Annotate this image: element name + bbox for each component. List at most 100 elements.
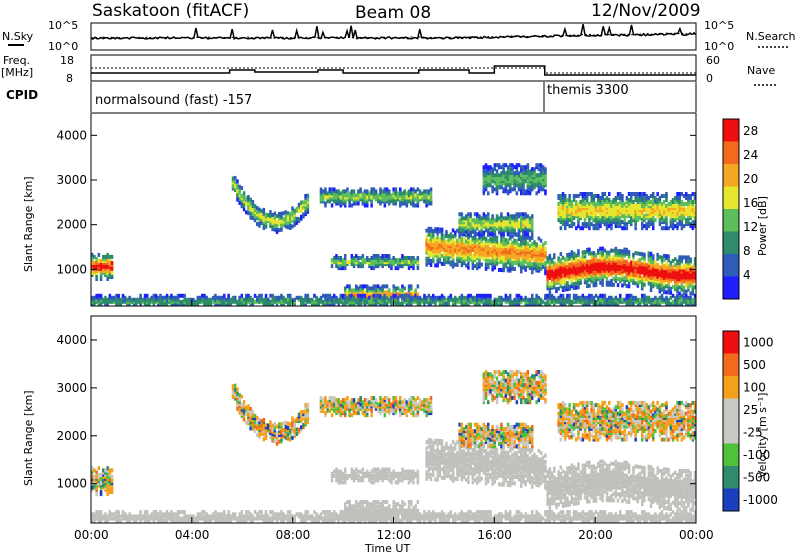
power-cell bbox=[485, 214, 488, 218]
power-cell bbox=[518, 298, 521, 302]
power-cell bbox=[458, 253, 461, 257]
power-cell bbox=[632, 192, 635, 196]
power-cell bbox=[342, 294, 345, 298]
power-cell bbox=[326, 191, 329, 195]
power-cell bbox=[538, 300, 541, 304]
power-cell bbox=[518, 294, 521, 298]
power-cell bbox=[298, 217, 301, 221]
power-cell bbox=[280, 294, 283, 298]
power-cell bbox=[522, 298, 525, 302]
power-cell bbox=[681, 226, 684, 230]
power-cell bbox=[399, 264, 402, 268]
nsearch-tick-top: 10^5 bbox=[704, 19, 734, 32]
power-cell bbox=[623, 276, 626, 280]
power-cell bbox=[643, 253, 646, 257]
power-cell bbox=[434, 237, 437, 241]
power-cell bbox=[584, 296, 587, 300]
power-cell bbox=[289, 218, 292, 222]
power-cell bbox=[379, 286, 382, 290]
power-cell bbox=[562, 278, 565, 282]
power-cell bbox=[511, 163, 514, 167]
power-cell bbox=[531, 294, 534, 298]
power-cell bbox=[359, 262, 362, 266]
power-cell bbox=[425, 235, 428, 239]
power-cell bbox=[656, 198, 659, 202]
power-cell bbox=[612, 198, 615, 202]
power-cell bbox=[518, 259, 521, 263]
power-cell bbox=[568, 263, 571, 267]
power-cell bbox=[408, 189, 411, 193]
power-cell bbox=[337, 189, 340, 193]
power-cell bbox=[390, 193, 393, 197]
power-cell bbox=[478, 298, 481, 302]
power-cell bbox=[331, 204, 334, 208]
power-cell bbox=[670, 291, 673, 295]
power-cell bbox=[617, 202, 620, 206]
power-cell bbox=[571, 274, 574, 278]
power-cell bbox=[236, 198, 239, 202]
power-cell bbox=[445, 256, 448, 260]
power-cell bbox=[265, 213, 268, 217]
power-cell bbox=[549, 290, 552, 294]
power-cell bbox=[626, 294, 629, 298]
power-cell bbox=[269, 294, 272, 298]
power-cell bbox=[408, 294, 411, 298]
power-cell bbox=[300, 209, 303, 213]
power-cell bbox=[318, 298, 321, 302]
power-cell bbox=[491, 300, 494, 304]
power-cell bbox=[469, 240, 472, 244]
power-cell bbox=[410, 256, 413, 260]
power-cell bbox=[665, 254, 668, 258]
power-cell bbox=[366, 298, 369, 302]
power-cell bbox=[551, 294, 554, 298]
power-cell bbox=[450, 294, 453, 298]
power-cell bbox=[566, 202, 569, 206]
power-cell bbox=[419, 296, 422, 300]
power-cell bbox=[509, 214, 512, 218]
power-cell bbox=[513, 171, 516, 175]
power-cell bbox=[601, 294, 604, 298]
power-cell bbox=[573, 252, 576, 256]
power-cell bbox=[386, 258, 389, 262]
power-cell bbox=[645, 206, 648, 210]
power-cell bbox=[197, 296, 200, 300]
power-cell bbox=[395, 286, 398, 290]
power-cell bbox=[604, 192, 607, 196]
power-cell bbox=[102, 255, 105, 259]
power-cell bbox=[269, 300, 272, 304]
power-cell bbox=[590, 222, 593, 226]
power-cell bbox=[351, 294, 354, 298]
power-cell bbox=[639, 192, 642, 196]
power-cell bbox=[498, 268, 501, 272]
power-cell bbox=[604, 294, 607, 298]
power-cell bbox=[274, 228, 277, 232]
power-cell bbox=[230, 298, 233, 302]
power-cell bbox=[109, 255, 112, 259]
power-cell bbox=[379, 294, 382, 298]
power-cell bbox=[513, 239, 516, 243]
power-cell bbox=[685, 298, 688, 302]
power-cell bbox=[612, 283, 615, 287]
power-cell bbox=[518, 243, 521, 247]
power-cell bbox=[678, 265, 681, 269]
power-cell bbox=[208, 298, 211, 302]
power-cell bbox=[483, 212, 486, 216]
power-cell bbox=[557, 296, 560, 300]
power-cell bbox=[423, 294, 426, 298]
power-cell bbox=[395, 294, 398, 298]
power-cell bbox=[304, 294, 307, 298]
power-cell bbox=[538, 185, 541, 189]
power-cell bbox=[384, 294, 387, 298]
power-cell bbox=[326, 298, 329, 302]
power-cell bbox=[293, 298, 296, 302]
power-cell bbox=[238, 201, 241, 205]
power-cell bbox=[564, 224, 567, 228]
power-cell bbox=[249, 206, 252, 210]
power-cell bbox=[348, 195, 351, 199]
power-cell bbox=[573, 194, 576, 198]
power-cell bbox=[256, 206, 259, 210]
power-cell bbox=[331, 264, 334, 268]
power-cell bbox=[597, 296, 600, 300]
power-cell bbox=[599, 277, 602, 281]
power-cell bbox=[667, 226, 670, 230]
